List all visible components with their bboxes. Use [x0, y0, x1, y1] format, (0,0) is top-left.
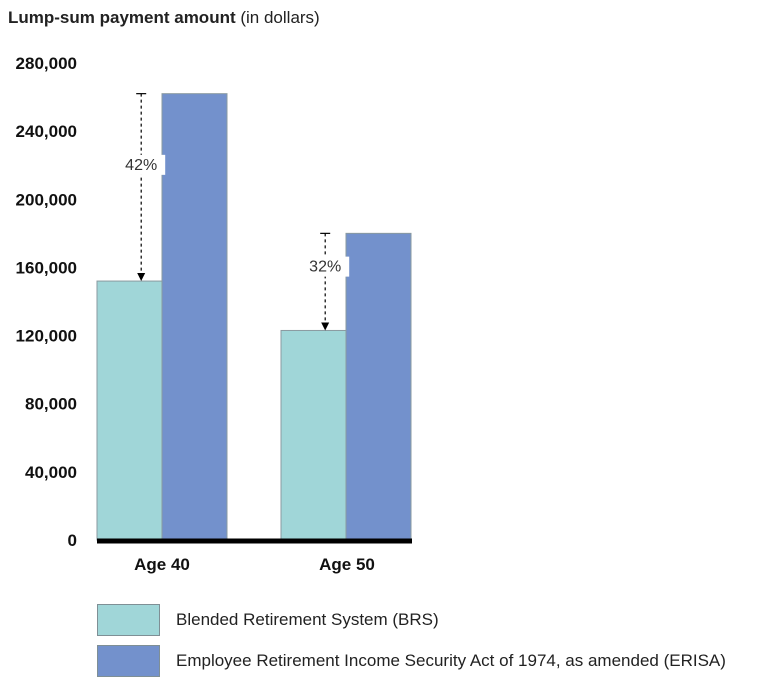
legend-swatch-brs [97, 604, 160, 636]
legend-swatch-erisa [97, 645, 160, 677]
bar-erisa [161, 93, 228, 541]
bar-erisa [345, 232, 412, 541]
annotation-label-bg [117, 154, 166, 175]
y-tick-label: 120,000 [16, 327, 77, 346]
y-tick-label: 160,000 [16, 258, 77, 277]
x-category-label: Age 40 [134, 555, 190, 574]
bar-brs [280, 329, 347, 541]
x-category-label: Age 50 [319, 555, 375, 574]
legend-item-brs: Blended Retirement System (BRS) [97, 603, 439, 637]
chart-title: Lump-sum payment amount (in dollars) [8, 8, 320, 28]
annotation-arrowhead [137, 273, 146, 282]
annotation-label-bg [301, 256, 350, 277]
legend-label-brs: Blended Retirement System (BRS) [176, 610, 439, 629]
chart-title-bold: Lump-sum payment amount [8, 8, 236, 27]
legend-item-erisa: Employee Retirement Income Security Act … [97, 644, 726, 678]
y-tick-label: 280,000 [16, 54, 77, 73]
bar-brs [96, 280, 163, 541]
y-tick-label: 200,000 [16, 190, 77, 209]
annotation-label: 42% [125, 157, 157, 174]
y-tick-label: 0 [68, 531, 77, 550]
annotation-arrowhead [321, 322, 330, 331]
legend-label-erisa: Employee Retirement Income Security Act … [176, 651, 726, 670]
y-tick-label: 40,000 [25, 463, 77, 482]
y-tick-label: 80,000 [25, 395, 77, 414]
chart-title-unit: (in dollars) [240, 8, 320, 27]
bar-chart: 0 40,000 80,000 120,000 160,000 200,000 240,00… [16, 54, 412, 574]
y-tick-label: 240,000 [16, 122, 77, 141]
annotation-label: 32% [309, 259, 341, 276]
